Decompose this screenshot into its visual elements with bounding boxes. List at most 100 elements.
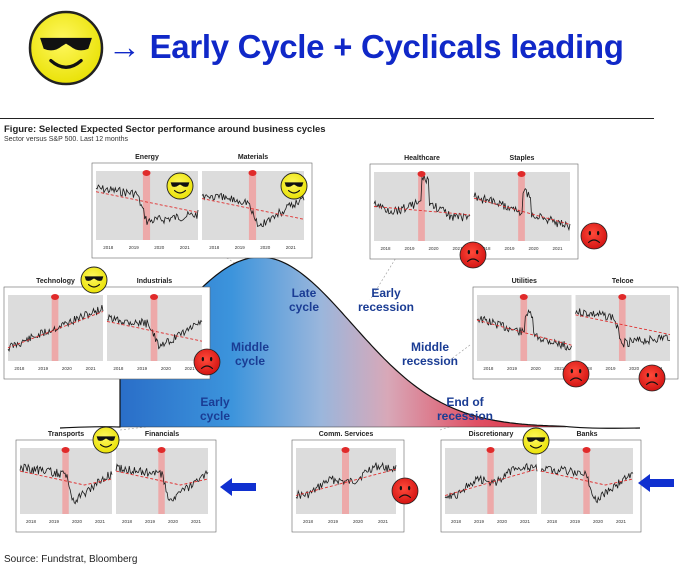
x-tick-label: 2020 — [531, 366, 542, 371]
x-tick-label: 2019 — [129, 245, 140, 250]
x-tick-label: 2021 — [185, 366, 196, 371]
sector-relative-line — [575, 308, 671, 348]
sector-panel-industrials: Industrials 2018 2019 2020 2021 — [106, 278, 203, 371]
frown-face-icon — [391, 477, 419, 505]
figure-title: Figure: Selected Expected Sector perform… — [4, 124, 326, 135]
sector-panel-financials: Financials 2018 2019 2020 2021 — [115, 431, 209, 524]
x-tick-label: 2019 — [235, 245, 246, 250]
sector-trend-line — [295, 468, 397, 496]
x-tick-label: 2019 — [137, 366, 148, 371]
x-tick-label: 2018 — [483, 366, 494, 371]
event-marker — [157, 447, 166, 453]
sector-group: Technology 2018 2019 2020 2021 Industrials 201… — [3, 278, 211, 380]
recession-band — [487, 448, 494, 514]
sector-group: Utilities 2018 2019 2020 2021 Telcoe 2018 2019 2… — [472, 278, 679, 380]
event-marker — [142, 170, 151, 176]
phase-label-line2: cycle — [235, 354, 265, 368]
x-tick-label: 2019 — [328, 519, 339, 524]
event-marker — [517, 171, 526, 177]
x-tick-label: 2019 — [474, 519, 485, 524]
connector-line — [439, 419, 471, 431]
sector-group: Discretionary 2018 2019 2020 2021 Banks 2018 20… — [440, 431, 642, 533]
cool-smiley-icon — [280, 172, 308, 200]
sector-label: Energy — [135, 154, 159, 161]
x-tick-label: 2020 — [168, 519, 179, 524]
sector-label: Utilities — [512, 278, 537, 285]
x-tick-label: 2021 — [86, 366, 97, 371]
sector-relative-line — [444, 462, 538, 500]
frown-face-icon — [193, 348, 221, 376]
sector-trend-line — [473, 197, 571, 225]
frown-face-icon — [459, 241, 487, 269]
figure-source: Source: Fundstrat, Bloomberg — [4, 554, 138, 565]
left-arrow-icon — [220, 478, 256, 496]
phase-label-line1: Early — [371, 286, 401, 300]
cool-smiley-icon — [28, 10, 104, 86]
left-arrow-icon — [638, 474, 674, 492]
sector-group: Transports 2018 2019 2020 2021 Financials 2018… — [15, 431, 217, 533]
cycle-phase-labels: EarlycycleMiddlecycleLatecycleEarlyreces… — [200, 286, 493, 423]
x-tick-label: 2020 — [529, 246, 540, 251]
connector-line — [449, 344, 471, 361]
sector-trend-line — [19, 470, 113, 486]
sector-trend-line — [115, 470, 209, 486]
sector-label: Comm. Services — [319, 431, 374, 438]
sector-label: Telcoe — [612, 278, 634, 285]
x-tick-label: 2021 — [616, 519, 627, 524]
sector-relative-line — [476, 309, 572, 351]
event-marker — [61, 447, 70, 453]
x-tick-label: 2019 — [605, 366, 616, 371]
x-tick-label: 2018 — [451, 519, 462, 524]
sector-trend-line — [444, 468, 538, 496]
phase-label-line1: Late — [292, 286, 317, 300]
headline: → Early Cycle + Cyclicals leading — [108, 28, 624, 66]
phase-label-line2: recession — [402, 354, 458, 368]
recession-band — [142, 171, 151, 240]
event-marker — [150, 294, 159, 300]
x-tick-label: 2021 — [553, 246, 564, 251]
x-tick-label: 2018 — [113, 366, 124, 371]
cool-smiley-icon — [166, 172, 194, 200]
sector-trend-line — [476, 319, 572, 346]
sector-relative-line — [201, 192, 305, 228]
sector-label: Transports — [48, 431, 84, 438]
event-marker — [486, 447, 495, 453]
phase-label-line1: Middle — [231, 340, 269, 354]
sector-panel-comm-services: Comm. Services 2018 2019 2020 2021 — [295, 431, 397, 524]
event-marker — [248, 170, 257, 176]
phase-label-line2: recession — [358, 300, 414, 314]
cool-smiley-icon — [80, 266, 108, 294]
figure-subtitle: Sector versus S&P 500. Last 12 months — [4, 136, 128, 143]
x-tick-label: 2019 — [507, 366, 518, 371]
event-marker — [618, 294, 627, 300]
sector-panel-telcoe: Telcoe2018201920202021 — [575, 278, 671, 371]
sector-panel-transports: Transports 2018 2019 2020 2021 — [19, 431, 113, 524]
sector-label: Technology — [36, 278, 75, 285]
x-tick-label: 2020 — [62, 366, 73, 371]
sector-group: Comm. Services 2018 2019 2020 2021 — [291, 431, 405, 533]
sector-trend-line — [95, 191, 199, 213]
x-tick-label: 2018 — [209, 245, 220, 250]
sector-relative-line — [540, 465, 634, 504]
recession-band — [520, 295, 528, 361]
x-tick-label: 2021 — [378, 519, 389, 524]
recession-band — [248, 171, 257, 240]
sector-label: Materials — [238, 154, 268, 161]
sector-panel-banks: Banks 2018 2019 2020 2021 — [540, 431, 634, 524]
x-tick-label: 2019 — [49, 519, 60, 524]
x-tick-label: 2018 — [547, 519, 558, 524]
sentiment-faces — [28, 10, 674, 505]
event-marker — [519, 294, 528, 300]
x-tick-label: 2021 — [95, 519, 106, 524]
cool-smiley-icon — [92, 426, 120, 454]
sector-trend-line — [106, 320, 203, 342]
sector-relative-line — [95, 184, 199, 225]
event-marker — [51, 294, 60, 300]
x-tick-label: 2021 — [554, 366, 565, 371]
sector-label: Staples — [510, 155, 535, 162]
frown-face-icon — [580, 222, 608, 250]
x-tick-label: 2020 — [497, 519, 508, 524]
event-marker — [417, 171, 426, 177]
x-tick-label: 2019 — [405, 246, 416, 251]
sector-relative-line — [295, 461, 397, 499]
